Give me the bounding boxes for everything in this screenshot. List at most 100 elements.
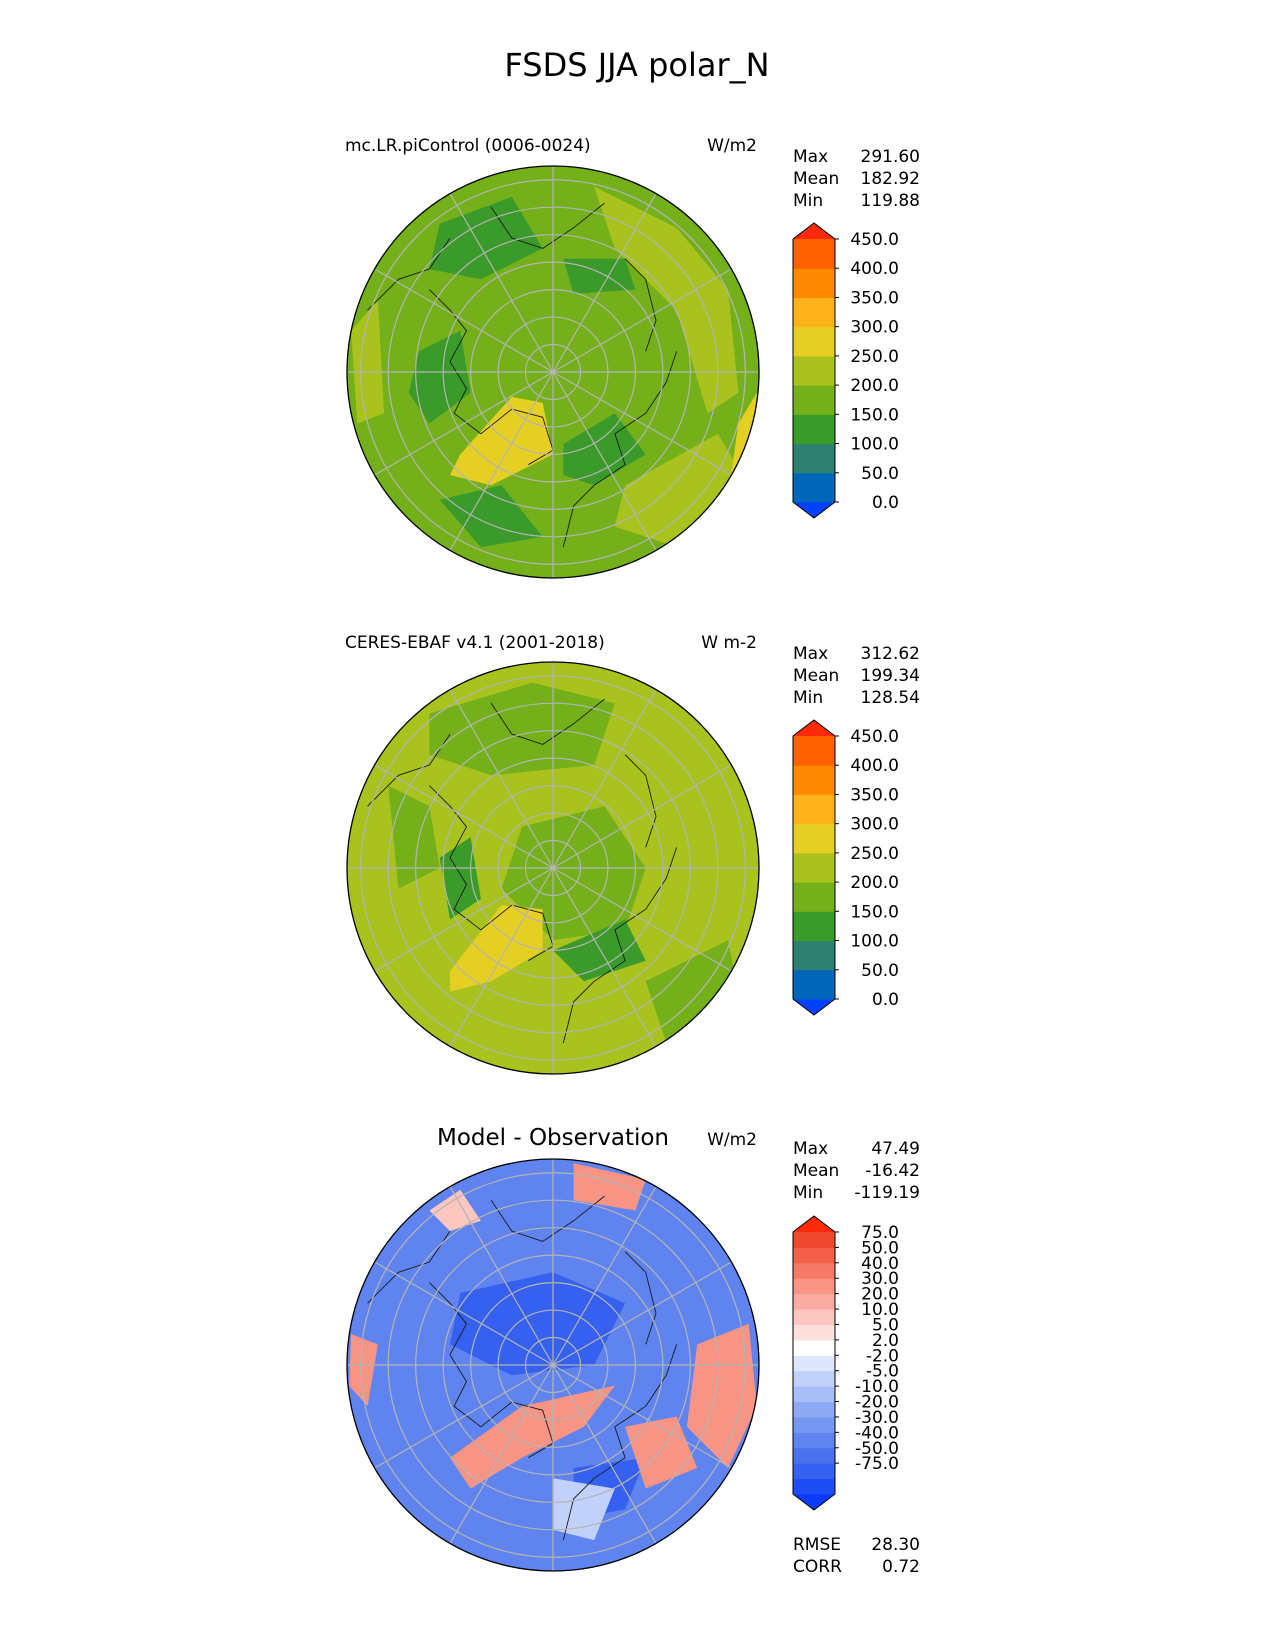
colorbar-segment xyxy=(793,326,835,357)
coastline xyxy=(490,202,605,249)
meridian-line xyxy=(449,867,554,1047)
coastline xyxy=(367,1230,451,1304)
meridian-line xyxy=(449,371,554,551)
meridian-line xyxy=(552,371,732,476)
colorbar-tick-label: 350.0 xyxy=(850,288,899,308)
meridian-line xyxy=(449,1364,554,1544)
field-contour xyxy=(594,186,739,414)
meridian-line xyxy=(449,193,554,373)
meridian-line xyxy=(374,867,554,972)
stat-mean-label: Mean xyxy=(793,666,839,686)
meridian-line xyxy=(449,689,554,869)
stat-min-label: Min xyxy=(793,688,823,708)
colorbar-segment xyxy=(793,355,835,386)
colorbar-segment xyxy=(793,1247,835,1264)
colorbar: 450.0 400.0 350.0 300.0 250.0 200.0 150.0 100.0… xyxy=(792,719,899,1016)
field-contour xyxy=(408,330,471,424)
colorbar-segment xyxy=(793,1324,835,1341)
colorbar-tick-label: -10.0 xyxy=(855,1377,899,1397)
panel-title: CERES-EBAF v4.1 (2001-2018) xyxy=(345,633,605,653)
colorbar-tick-label: -40.0 xyxy=(855,1423,899,1443)
field-contour xyxy=(450,1272,626,1376)
colorbar-tick-label: 50.0 xyxy=(861,464,899,484)
colorbar-min-extend xyxy=(793,502,835,518)
colorbar-segment xyxy=(793,1355,835,1372)
colorbar-segment xyxy=(793,765,835,795)
field-contour xyxy=(553,919,646,982)
colorbar-tick-label: 0.0 xyxy=(872,493,899,513)
coastline xyxy=(490,1195,605,1242)
panel-units: W/m2 xyxy=(707,136,757,156)
corr-label: CORR xyxy=(793,1557,842,1577)
colorbar-segment xyxy=(793,823,835,854)
meridian-line xyxy=(374,371,554,476)
colorbar-tick-label: 350.0 xyxy=(850,785,899,805)
coastline xyxy=(429,785,554,962)
colorbar-tick-label: 400.0 xyxy=(850,259,899,279)
field-contour xyxy=(645,940,739,1044)
coastline xyxy=(367,733,451,807)
colorbar-max-extend xyxy=(793,1216,835,1232)
colorbar-segment xyxy=(793,1416,835,1433)
field-contour xyxy=(501,806,646,941)
rmse-value: 28.30 xyxy=(871,1535,920,1555)
colorbar: 75.050.040.030.020.010.05.02.0-2.0-5.0-1… xyxy=(792,1215,899,1511)
panel-title: mc.LR.piControl (0006-0024) xyxy=(345,136,591,156)
field-contour xyxy=(388,1478,533,1561)
field-contour xyxy=(349,1334,378,1407)
colorbar-segment xyxy=(793,297,835,328)
colorbar-segment xyxy=(793,1478,835,1495)
coastline xyxy=(490,698,605,745)
field-contour xyxy=(450,1385,615,1489)
meridian-line xyxy=(552,268,732,373)
colorbar-segment xyxy=(793,1447,835,1464)
stat-min-label: Min xyxy=(793,191,823,211)
map-field xyxy=(347,1159,759,1571)
field-contour xyxy=(351,299,385,424)
panel-model: mc.LR.piControl (0006-0024) W/m2 Max 291… xyxy=(345,136,920,579)
colorbar-tick-label: -75.0 xyxy=(855,1454,899,1474)
colorbar: 450.0 400.0 350.0 300.0 250.0 200.0 150.0 100.0… xyxy=(792,222,899,519)
colorbar-max-extend xyxy=(793,223,835,239)
stat-min-value: -119.19 xyxy=(854,1183,920,1203)
colorbar-tick-label: 300.0 xyxy=(850,318,899,338)
colorbar-tick-label: -2.0 xyxy=(866,1346,899,1366)
meridian-line xyxy=(449,1186,554,1366)
map-field xyxy=(347,166,759,578)
meridian-line xyxy=(552,371,657,551)
colorbar-segment xyxy=(793,1339,835,1356)
colorbar-tick-label: 400.0 xyxy=(850,756,899,776)
meridian-line xyxy=(552,1186,657,1366)
meridian-line xyxy=(552,867,657,1047)
colorbar-tick-label: -20.0 xyxy=(855,1393,899,1413)
meridian-line xyxy=(374,268,554,373)
colorbar-segment xyxy=(793,794,835,825)
field-contour xyxy=(563,413,646,486)
colorbar-segment xyxy=(793,239,835,269)
colorbar-tick-label: 450.0 xyxy=(850,727,899,747)
meridian-line xyxy=(374,764,554,869)
colorbar-segment xyxy=(793,268,835,298)
colorbar-tick-label: 250.0 xyxy=(850,347,899,367)
colorbar-tick-label: 300.0 xyxy=(850,815,899,835)
polar-map xyxy=(346,165,760,579)
panel-difference: Model - Observation W/m2 Max 47.49 Mean … xyxy=(346,1125,920,1577)
colorbar-segment xyxy=(793,1370,835,1387)
field-contour xyxy=(686,1323,757,1468)
stat-min-value: 119.88 xyxy=(861,191,920,211)
colorbar-segment xyxy=(793,1262,835,1279)
meridian-line xyxy=(374,1364,554,1469)
colorbar-tick-label: 150.0 xyxy=(850,902,899,922)
stat-max-label: Max xyxy=(793,1139,828,1159)
colorbar-segment xyxy=(793,1401,835,1418)
colorbar-tick-label: 20.0 xyxy=(861,1285,899,1305)
colorbar-tick-label: 2.0 xyxy=(872,1331,899,1351)
colorbar-tick-label: 100.0 xyxy=(850,435,899,455)
colorbar-min-extend xyxy=(793,999,835,1015)
coastline xyxy=(562,351,678,548)
colorbar-segment xyxy=(793,1309,835,1325)
coastline xyxy=(429,289,554,466)
stats-block: Max 291.60 Mean 182.92 Min 119.88 xyxy=(793,147,920,211)
field-contour xyxy=(429,682,615,776)
rmse-label: RMSE xyxy=(793,1535,841,1555)
